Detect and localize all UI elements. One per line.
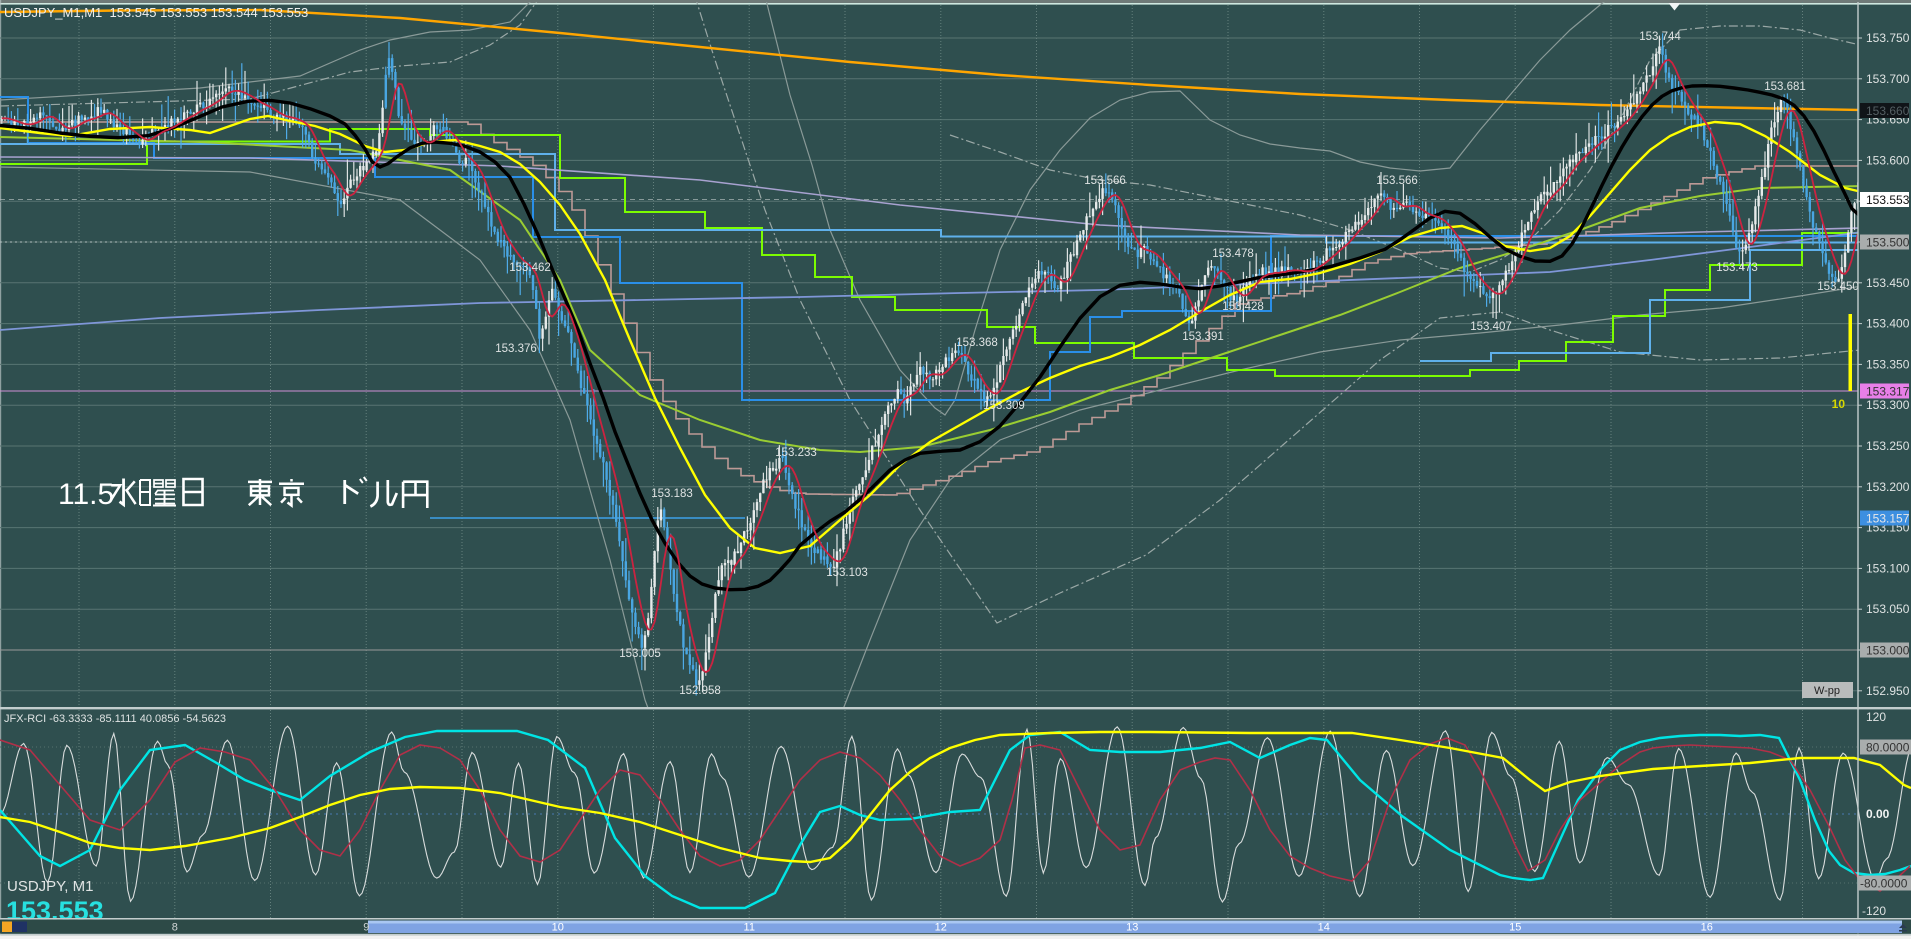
svg-text:153.050: 153.050 (1866, 602, 1910, 616)
svg-text:153.200: 153.200 (1866, 480, 1910, 494)
svg-text:153.553: 153.553 (1866, 193, 1910, 207)
svg-text:153.407: 153.407 (1470, 321, 1512, 333)
svg-text:153.005: 153.005 (619, 648, 661, 660)
svg-text:13: 13 (1126, 922, 1138, 934)
svg-text:153.309: 153.309 (983, 400, 1025, 412)
svg-text:153.183: 153.183 (651, 488, 693, 500)
svg-text:USDJPY, M1: USDJPY, M1 (7, 878, 93, 895)
svg-text:15: 15 (1509, 922, 1521, 934)
svg-text:153.368: 153.368 (956, 337, 998, 349)
svg-text:153.376: 153.376 (495, 343, 537, 355)
svg-text:152.950: 152.950 (1866, 684, 1910, 698)
svg-text:153.103: 153.103 (826, 567, 868, 579)
svg-text:153.478: 153.478 (1212, 248, 1254, 260)
svg-text:153.566: 153.566 (1084, 175, 1126, 187)
svg-text:10: 10 (1832, 397, 1846, 411)
svg-text:120: 120 (1866, 710, 1886, 724)
svg-text:9: 9 (363, 922, 369, 934)
svg-text:153.300: 153.300 (1866, 398, 1910, 412)
svg-text:153.391: 153.391 (1182, 331, 1224, 343)
svg-text:153.350: 153.350 (1866, 357, 1910, 371)
svg-text:153.450: 153.450 (1817, 281, 1859, 293)
svg-text:153.750: 153.750 (1866, 31, 1910, 45)
svg-text:153.700: 153.700 (1866, 72, 1910, 86)
svg-text:153.428: 153.428 (1222, 301, 1264, 313)
svg-text:8: 8 (172, 922, 178, 934)
svg-text:153.100: 153.100 (1866, 561, 1910, 575)
svg-text:153.450: 153.450 (1866, 276, 1910, 290)
svg-text:-120: -120 (1862, 904, 1886, 918)
svg-text:11: 11 (744, 922, 755, 934)
svg-text:153.600: 153.600 (1866, 153, 1910, 167)
svg-text:153.744: 153.744 (1639, 31, 1681, 43)
svg-text:153.473: 153.473 (1716, 262, 1758, 274)
svg-text:153.566: 153.566 (1376, 175, 1418, 187)
svg-text:JFX-RCI -63.3333 -85.1111 40.0: JFX-RCI -63.3333 -85.1111 40.0856 -54.56… (4, 713, 226, 725)
svg-text:153.660: 153.660 (1866, 104, 1910, 118)
svg-text:153.500: 153.500 (1866, 236, 1910, 250)
svg-text:153.317: 153.317 (1866, 385, 1910, 399)
svg-text:W-pp: W-pp (1814, 685, 1840, 697)
svg-text:153.000: 153.000 (1866, 644, 1910, 658)
svg-text:0.00: 0.00 (1866, 807, 1890, 821)
svg-text:14: 14 (1318, 922, 1330, 934)
svg-text:10: 10 (552, 922, 564, 934)
svg-text:12: 12 (935, 922, 947, 934)
svg-text:153.157: 153.157 (1866, 512, 1910, 526)
svg-text:153.400: 153.400 (1866, 317, 1910, 331)
svg-text:USDJPY_M1,M1 153.545 153.553: USDJPY_M1,M1 153.545 153.553 153.544 153… (4, 5, 308, 20)
svg-text:153.681: 153.681 (1764, 81, 1806, 93)
svg-text:153.233: 153.233 (775, 447, 817, 459)
svg-text:16: 16 (1701, 922, 1713, 934)
svg-text:152.958: 152.958 (679, 685, 721, 697)
svg-text:153.462: 153.462 (509, 262, 551, 274)
svg-text:153.250: 153.250 (1866, 439, 1910, 453)
svg-text:11.5: 11.5 (58, 478, 114, 511)
svg-text:80.0000: 80.0000 (1866, 741, 1910, 755)
svg-text:-80.0000: -80.0000 (1860, 877, 1908, 891)
